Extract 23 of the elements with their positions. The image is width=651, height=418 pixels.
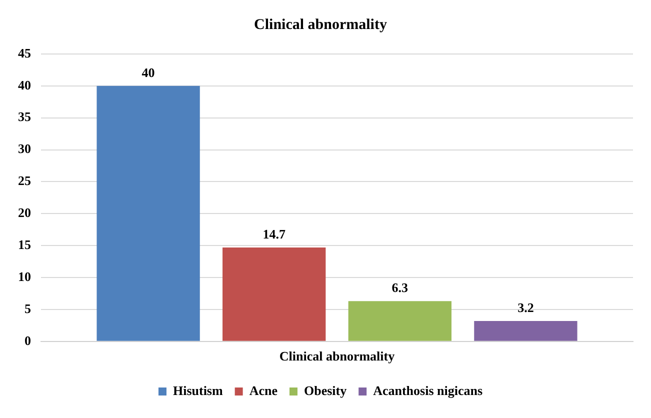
bar (96, 86, 200, 341)
y-tick-label: 20 (18, 205, 31, 220)
y-tick-label: 45 (18, 45, 32, 60)
legend-label: Acne (249, 382, 278, 398)
legend-label: Obesity (304, 382, 348, 398)
y-tick-label: 40 (18, 77, 31, 92)
bar (474, 320, 578, 341)
legend-label: Hisutism (172, 382, 223, 398)
legend-label: Acanthosis nigicans (373, 382, 483, 398)
data-label: 40 (142, 64, 155, 80)
data-label: 3.2 (518, 300, 534, 315)
y-tick-label: 25 (18, 173, 32, 188)
data-label: 14.7 (262, 226, 286, 242)
y-tick-label: 35 (18, 109, 32, 124)
y-tick-label: 5 (24, 300, 32, 316)
y-tick-label: 10 (18, 268, 31, 284)
bar (222, 248, 326, 341)
y-tick-label: 15 (18, 236, 32, 252)
y-tick-label: 0 (24, 332, 31, 348)
bar (348, 301, 452, 341)
y-tick-label: 30 (18, 141, 31, 156)
chart-title: Clinical abnormality (254, 16, 388, 33)
data-label: 6.3 (392, 280, 409, 296)
